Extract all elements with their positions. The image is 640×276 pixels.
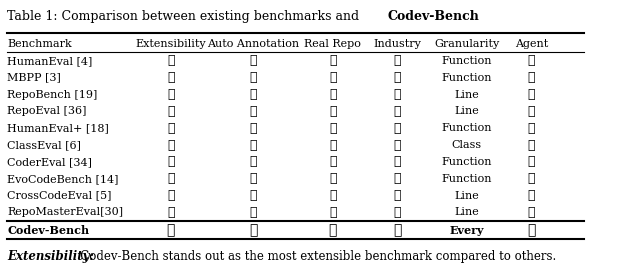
- Text: ✗: ✗: [329, 71, 337, 84]
- Text: ✗: ✗: [527, 189, 535, 202]
- Text: ✗: ✗: [167, 105, 175, 118]
- Text: ✗: ✗: [394, 155, 401, 168]
- Text: ✗: ✗: [329, 122, 337, 135]
- Text: ClassEval [6]: ClassEval [6]: [7, 140, 81, 150]
- Text: ✗: ✗: [250, 172, 257, 185]
- Text: ✗: ✗: [167, 54, 175, 67]
- Text: Table 1: Comparison between existing benchmarks and: Table 1: Comparison between existing ben…: [7, 10, 364, 23]
- Text: .: .: [468, 10, 472, 23]
- Text: RepoMasterEval[30]: RepoMasterEval[30]: [7, 208, 124, 217]
- Text: ✗: ✗: [329, 54, 337, 67]
- Text: Industry: Industry: [374, 39, 421, 49]
- Text: ✗: ✗: [527, 206, 535, 219]
- Text: EvoCodeBench [14]: EvoCodeBench [14]: [7, 174, 119, 184]
- Text: ✗: ✗: [167, 206, 175, 219]
- Text: Extensibility: Extensibility: [136, 39, 206, 49]
- Text: ✓: ✓: [250, 88, 257, 101]
- Text: Class: Class: [452, 140, 482, 150]
- Text: ✗: ✗: [167, 172, 175, 185]
- Text: Granularity: Granularity: [434, 39, 499, 49]
- Text: Auto Annotation: Auto Annotation: [207, 39, 300, 49]
- Text: ✗: ✗: [250, 206, 257, 219]
- Text: CrossCodeEval [5]: CrossCodeEval [5]: [7, 191, 112, 201]
- Text: ✓: ✓: [527, 223, 536, 237]
- Text: ✓: ✓: [329, 189, 337, 202]
- Text: ✓: ✓: [329, 206, 337, 219]
- Text: ✓: ✓: [329, 155, 337, 168]
- Text: Codev-Bench stands out as the most extensible benchmark compared to others.: Codev-Bench stands out as the most exten…: [69, 250, 556, 263]
- Text: RepoEval [36]: RepoEval [36]: [7, 106, 87, 116]
- Text: RepoBench [19]: RepoBench [19]: [7, 89, 98, 100]
- Text: Function: Function: [442, 174, 492, 184]
- Text: ✗: ✗: [329, 139, 337, 152]
- Text: ✗: ✗: [167, 189, 175, 202]
- Text: ✗: ✗: [167, 155, 175, 168]
- Text: ✗: ✗: [527, 88, 535, 101]
- Text: ✗: ✗: [394, 71, 401, 84]
- Text: Line: Line: [454, 191, 479, 201]
- Text: ✓: ✓: [250, 105, 257, 118]
- Text: ✗: ✗: [527, 105, 535, 118]
- Text: Extensibility:: Extensibility:: [7, 250, 94, 263]
- Text: ✓: ✓: [329, 88, 337, 101]
- Text: Agent: Agent: [515, 39, 548, 49]
- Text: ✗: ✗: [167, 122, 175, 135]
- Text: ✗: ✗: [394, 172, 401, 185]
- Text: ✓: ✓: [166, 223, 175, 237]
- Text: ✗: ✗: [527, 54, 535, 67]
- Text: Codev-Bench: Codev-Bench: [7, 225, 90, 236]
- Text: Codev-Bench: Codev-Bench: [387, 10, 479, 23]
- Text: ✗: ✗: [167, 88, 175, 101]
- Text: ✗: ✗: [250, 71, 257, 84]
- Text: ✓: ✓: [393, 223, 402, 237]
- Text: Line: Line: [454, 208, 479, 217]
- Text: ✗: ✗: [527, 139, 535, 152]
- Text: ✗: ✗: [394, 105, 401, 118]
- Text: ✗: ✗: [527, 155, 535, 168]
- Text: ✓: ✓: [250, 155, 257, 168]
- Text: ✗: ✗: [394, 206, 401, 219]
- Text: ✗: ✗: [527, 122, 535, 135]
- Text: ✗: ✗: [394, 139, 401, 152]
- Text: ✗: ✗: [167, 71, 175, 84]
- Text: Function: Function: [442, 73, 492, 83]
- Text: ✗: ✗: [167, 139, 175, 152]
- Text: ✗: ✗: [250, 122, 257, 135]
- Text: ✗: ✗: [527, 172, 535, 185]
- Text: Line: Line: [454, 106, 479, 116]
- Text: Function: Function: [442, 56, 492, 66]
- Text: ✗: ✗: [250, 54, 257, 67]
- Text: Benchmark: Benchmark: [7, 39, 72, 49]
- Text: ✓: ✓: [329, 172, 337, 185]
- Text: MBPP [3]: MBPP [3]: [7, 73, 61, 83]
- Text: ✗: ✗: [250, 189, 257, 202]
- Text: CoderEval [34]: CoderEval [34]: [7, 157, 92, 167]
- Text: ✗: ✗: [394, 54, 401, 67]
- Text: Every: Every: [449, 225, 484, 236]
- Text: ✗: ✗: [394, 122, 401, 135]
- Text: Line: Line: [454, 89, 479, 100]
- Text: HumanEval [4]: HumanEval [4]: [7, 56, 93, 66]
- Text: Function: Function: [442, 123, 492, 133]
- Text: Function: Function: [442, 157, 492, 167]
- Text: ✓: ✓: [249, 223, 257, 237]
- Text: ✗: ✗: [394, 189, 401, 202]
- Text: ✓: ✓: [328, 223, 337, 237]
- Text: ✗: ✗: [527, 71, 535, 84]
- Text: ✗: ✗: [250, 139, 257, 152]
- Text: ✓: ✓: [329, 105, 337, 118]
- Text: ✗: ✗: [394, 88, 401, 101]
- Text: HumanEval+ [18]: HumanEval+ [18]: [7, 123, 109, 133]
- Text: Real Repo: Real Repo: [304, 39, 361, 49]
